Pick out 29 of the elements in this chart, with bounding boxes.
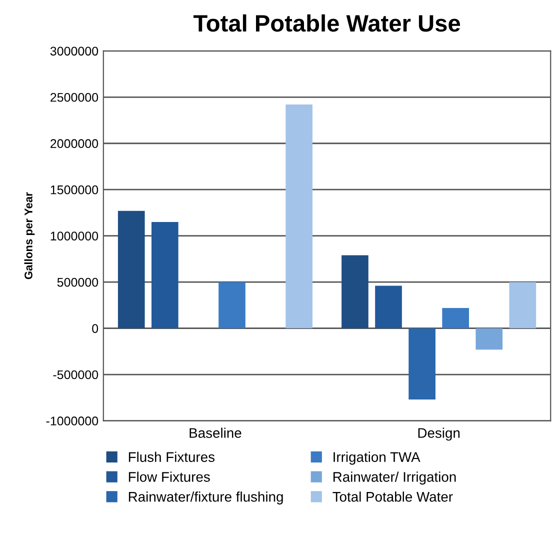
legend-label: Rainwater/fixture flushing bbox=[128, 492, 283, 504]
bar bbox=[375, 286, 402, 328]
bar bbox=[342, 255, 368, 328]
y-tick-label: 1500000 bbox=[50, 185, 98, 194]
y-tick-label: 3000000 bbox=[50, 46, 98, 56]
chart-title: Total Potable Water Use bbox=[193, 14, 460, 32]
legend-label: Flush Fixtures bbox=[128, 452, 215, 462]
y-tick-label: -500000 bbox=[53, 370, 98, 380]
legend-label: Total Potable Water bbox=[332, 492, 453, 502]
bar bbox=[286, 104, 312, 328]
y-tick-label: 1000000 bbox=[50, 232, 98, 240]
y-axis-title: Gallons per Year bbox=[24, 192, 35, 280]
legend-label: Rainwater/ Irrigation bbox=[333, 472, 456, 485]
bar bbox=[218, 282, 246, 328]
y-tick-label: 2500000 bbox=[50, 92, 98, 102]
y-tick-label: 2000000 bbox=[50, 139, 98, 148]
bar bbox=[151, 222, 178, 328]
bar bbox=[509, 282, 536, 328]
y-tick-label: 0 bbox=[92, 324, 98, 333]
y-tick-label: -1000000 bbox=[46, 416, 98, 426]
bar bbox=[118, 210, 145, 328]
legend-label: Flow Fixtures bbox=[128, 472, 210, 482]
bar bbox=[408, 328, 436, 400]
x-tick-label: Design bbox=[418, 428, 460, 441]
legend-label: Irrigation TWA bbox=[334, 452, 420, 465]
bar bbox=[442, 308, 469, 328]
bar bbox=[476, 328, 503, 350]
y-tick-label: 500000 bbox=[57, 278, 98, 287]
x-tick-label: Baseline bbox=[190, 428, 242, 438]
